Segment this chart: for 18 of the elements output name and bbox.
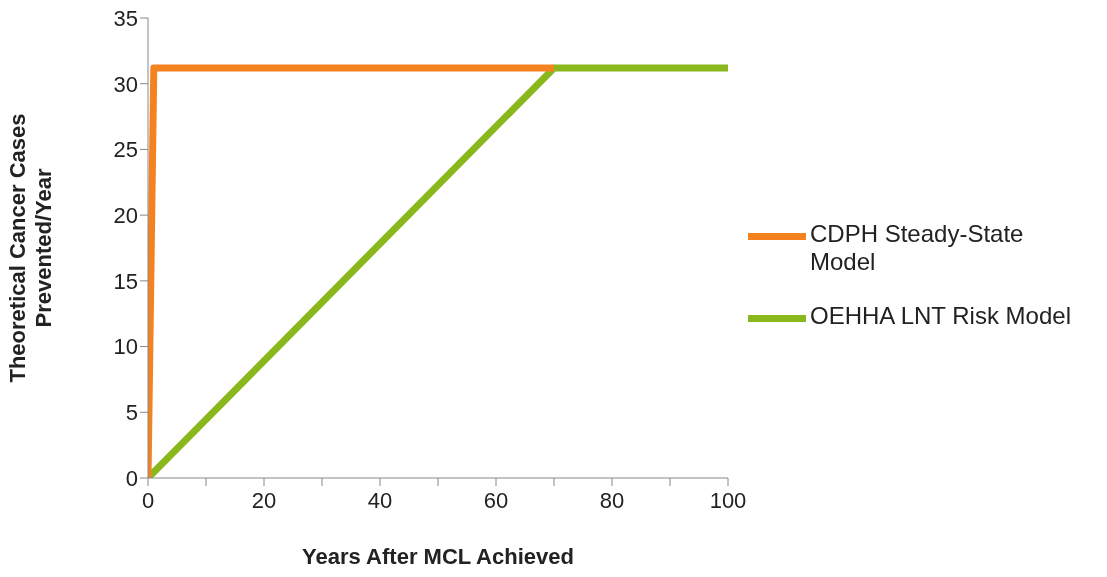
y-tick-label: 35 xyxy=(113,5,138,31)
x-tick-label: 40 xyxy=(367,487,393,513)
y-axis-title: Theoretical Cancer Cases Prevented/Year xyxy=(5,113,56,383)
y-tick-label: 15 xyxy=(113,268,138,294)
x-tick-label: 0 xyxy=(141,487,155,513)
x-tick-label: 20 xyxy=(251,487,277,513)
y-tick-label: 25 xyxy=(113,137,138,163)
y-tick-label: 10 xyxy=(113,334,138,360)
x-tick-label: 60 xyxy=(483,487,509,513)
x-axis-title: Years After MCL Achieved xyxy=(302,543,574,569)
x-tick-label: 100 xyxy=(709,487,747,513)
y-tick-label: 20 xyxy=(113,202,138,228)
y-tick-label: 0 xyxy=(125,465,138,491)
x-tick-label: 80 xyxy=(599,487,625,513)
y-tick-label: 30 xyxy=(113,71,138,97)
legend-label: CDPH Steady-State Model xyxy=(810,220,1025,276)
legend-label: OEHHA LNT Risk Model xyxy=(810,302,1071,330)
y-tick-label: 5 xyxy=(125,400,138,426)
